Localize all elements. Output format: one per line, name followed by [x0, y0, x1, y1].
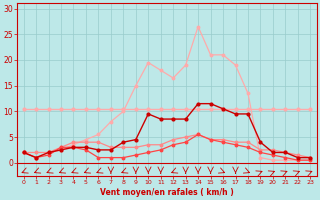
- X-axis label: Vent moyen/en rafales ( km/h ): Vent moyen/en rafales ( km/h ): [100, 188, 234, 197]
